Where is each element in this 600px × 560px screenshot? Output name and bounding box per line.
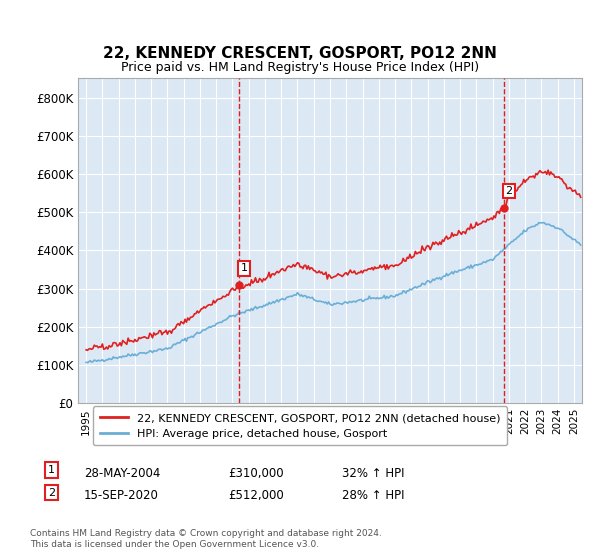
Text: £512,000: £512,000 (228, 489, 284, 502)
Text: £310,000: £310,000 (228, 466, 284, 480)
Text: 32% ↑ HPI: 32% ↑ HPI (342, 466, 404, 480)
Text: 2: 2 (48, 488, 55, 498)
Text: 2: 2 (505, 186, 512, 196)
Text: Price paid vs. HM Land Registry's House Price Index (HPI): Price paid vs. HM Land Registry's House … (121, 60, 479, 74)
Text: 28-MAY-2004: 28-MAY-2004 (84, 466, 160, 480)
Text: Contains HM Land Registry data © Crown copyright and database right 2024.
This d: Contains HM Land Registry data © Crown c… (30, 529, 382, 549)
Text: 1: 1 (48, 465, 55, 475)
Text: 22, KENNEDY CRESCENT, GOSPORT, PO12 2NN: 22, KENNEDY CRESCENT, GOSPORT, PO12 2NN (103, 46, 497, 60)
Legend: 22, KENNEDY CRESCENT, GOSPORT, PO12 2NN (detached house), HPI: Average price, de: 22, KENNEDY CRESCENT, GOSPORT, PO12 2NN … (93, 407, 507, 445)
Text: 15-SEP-2020: 15-SEP-2020 (84, 489, 159, 502)
Text: 28% ↑ HPI: 28% ↑ HPI (342, 489, 404, 502)
Text: 1: 1 (241, 263, 247, 273)
